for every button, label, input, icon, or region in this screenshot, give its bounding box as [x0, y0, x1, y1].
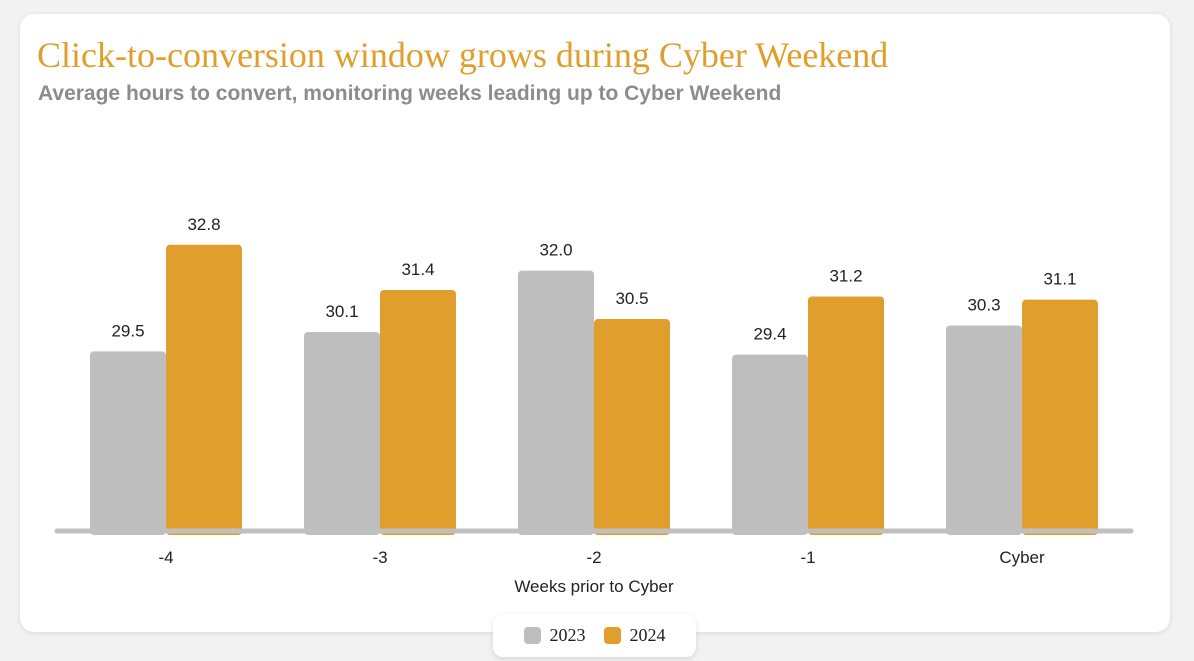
chart-title: Click-to-conversion window grows during …	[37, 35, 889, 75]
legend-label-2024: 2024	[629, 625, 666, 645]
value-label-2023-Cyber: 30.3	[967, 296, 1000, 315]
x-tick-label--4: -4	[158, 548, 173, 567]
bar-2024--2[interactable]	[594, 319, 670, 535]
x-tick-labels-layer: -4 -3 -2 -1 Cyber	[158, 548, 1045, 567]
value-label-2024--4: 32.8	[187, 215, 220, 234]
legend-item-2024[interactable]: 2024	[603, 625, 666, 646]
x-tick-label--3: -3	[372, 548, 387, 567]
x-tick-label--2: -2	[586, 548, 601, 567]
value-labels-layer: 29.5 32.8 30.1 31.4 32.0 30.5 29.4 31.2 30.3 31.1	[111, 215, 1076, 344]
legend-item-2023[interactable]: 2023	[523, 625, 586, 646]
value-label-2023--3: 30.1	[325, 302, 358, 321]
bar-2024-Cyber[interactable]	[1022, 299, 1098, 535]
chart-subtitle: Average hours to convert, monitoring wee…	[38, 82, 782, 105]
value-label-2023--1: 29.4	[753, 325, 786, 344]
value-label-2024--1: 31.2	[829, 266, 862, 285]
value-label-2023--2: 32.0	[539, 241, 572, 260]
value-label-2024-Cyber: 31.1	[1043, 270, 1076, 289]
value-label-2024--3: 31.4	[401, 260, 434, 279]
legend: 2023 2024	[493, 614, 696, 657]
bar-2024--1[interactable]	[808, 296, 884, 535]
legend-swatch-2023	[523, 627, 541, 644]
bar-2023--1[interactable]	[732, 354, 808, 535]
x-tick-label-Cyber: Cyber	[999, 548, 1045, 567]
x-axis-label: Weeks prior to Cyber	[514, 577, 674, 596]
value-label-2023--4: 29.5	[111, 321, 144, 340]
bar-2024--4[interactable]	[166, 244, 242, 535]
value-label-2024--2: 30.5	[615, 289, 648, 308]
x-tick-label--1: -1	[800, 548, 815, 567]
legend-swatch-2024	[603, 627, 621, 644]
bar-2023--3[interactable]	[304, 331, 380, 535]
bar-2023--4[interactable]	[90, 351, 166, 535]
bar-2023--2[interactable]	[518, 270, 594, 535]
bar-2024--3[interactable]	[380, 289, 456, 535]
bar-2023-Cyber[interactable]	[946, 325, 1022, 535]
legend-label-2023: 2023	[549, 625, 586, 645]
bars-layer	[90, 244, 1098, 535]
